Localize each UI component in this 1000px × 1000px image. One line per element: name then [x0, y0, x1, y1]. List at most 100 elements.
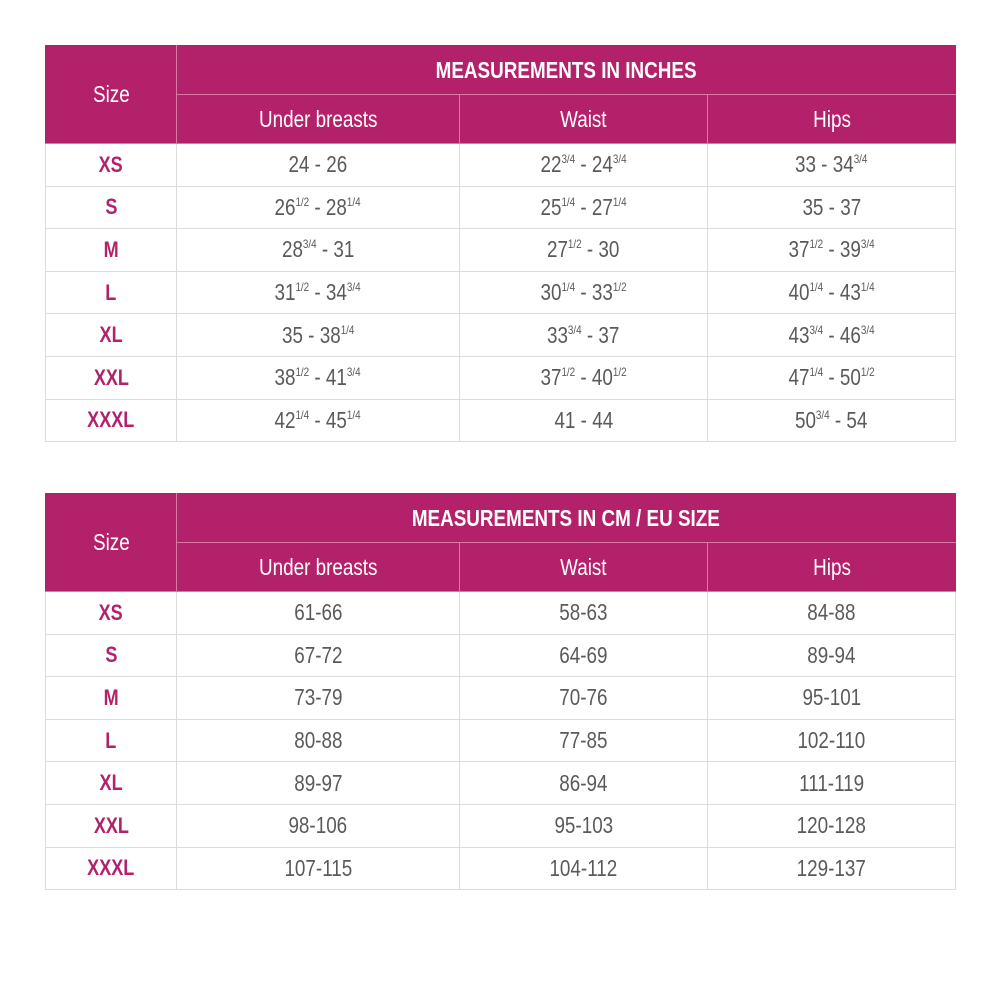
- range-separator: -: [309, 406, 327, 433]
- measurement-range: 104-112: [549, 854, 618, 881]
- measurement-range: 111-119: [798, 769, 865, 796]
- measurement-cell: 24 - 26: [176, 143, 460, 187]
- whole-number: 50: [795, 406, 817, 433]
- fraction: 1/4: [809, 365, 824, 380]
- whole-number: 38: [274, 364, 296, 391]
- fraction: 3/4: [816, 407, 830, 422]
- measurement-range: 35 - 37: [802, 194, 861, 221]
- whole-number: 33: [547, 321, 569, 348]
- fraction: 1/2: [561, 365, 576, 380]
- measurement-range: 95-101: [802, 684, 861, 711]
- fraction: 1/4: [561, 194, 576, 209]
- measurement-range: 73-79: [293, 684, 343, 711]
- measurement-range: 84-88: [807, 599, 856, 626]
- fraction: 3/4: [568, 322, 582, 337]
- measurement-range: 61-66: [293, 599, 343, 626]
- measurement-cell: 311/2 - 343/4: [176, 270, 460, 315]
- fraction: 1/4: [347, 194, 362, 209]
- size-label: S: [45, 185, 177, 230]
- measurement-range: 503/4 - 54: [795, 407, 867, 434]
- measurement-range: 371/2 - 401/2: [540, 364, 626, 391]
- measurement-cell: 471/4 - 501/2: [706, 355, 957, 400]
- column-header-waist: Waist: [459, 94, 708, 144]
- fraction: 1/2: [295, 280, 310, 295]
- whole-number: 28: [326, 193, 348, 220]
- size-text: M: [103, 684, 119, 710]
- measurement-range: 95-103: [554, 812, 613, 839]
- whole-number: 34: [326, 279, 348, 306]
- fraction: 3/4: [302, 237, 317, 252]
- fraction: 3/4: [347, 280, 362, 295]
- whole-number: 46: [839, 321, 861, 348]
- cm-size-table: Size MEASUREMENTS IN CM / EU SIZE Under …: [45, 493, 957, 891]
- whole-number: 22: [540, 151, 562, 178]
- table-row: M 73-79 70-76 95-101: [45, 676, 957, 720]
- table-row: XXXL 107-115 104-112 129-137: [45, 846, 957, 891]
- whole-number: 43: [788, 321, 810, 348]
- size-label: S: [45, 633, 177, 678]
- measurement-cell: 102-110: [706, 718, 957, 763]
- measurement-range: 33 - 343/4: [795, 151, 867, 178]
- measurement-range: 67-72: [293, 641, 343, 668]
- range-separator: -: [823, 364, 840, 391]
- measurement-cell: 64-69: [459, 633, 708, 678]
- whole-number: 26: [274, 193, 296, 220]
- whole-number: 37: [839, 193, 861, 220]
- measurement-cell: 381/2 - 413/4: [176, 355, 460, 400]
- measurement-cell: 70-76: [459, 676, 708, 720]
- size-text: XS: [98, 151, 124, 177]
- whole-number: 24: [288, 151, 310, 178]
- table-row: XXXL 421/4 - 451/4 41 - 44 503/4 - 54: [45, 398, 957, 443]
- measurement-cell: 86-94: [459, 761, 708, 805]
- column-header-under-breasts: Under breasts: [176, 94, 460, 144]
- table-row: XXL 381/2 - 413/4 371/2 - 401/2 471/4 - 501…: [45, 355, 957, 400]
- measurement-cell: 129-137: [706, 846, 957, 891]
- measurement-cell: 95-103: [459, 803, 708, 848]
- whole-number: 45: [326, 406, 348, 433]
- measurement-range: 301/4 - 331/2: [540, 279, 626, 306]
- whole-number: 33: [591, 279, 613, 306]
- size-label: XL: [45, 313, 177, 357]
- measurement-range: 64-69: [559, 641, 608, 668]
- whole-number: 50: [839, 364, 861, 391]
- measurement-range: 24 - 26: [289, 151, 348, 178]
- measurement-range: 35 - 381/4: [282, 322, 354, 349]
- size-text: XXXL: [87, 407, 135, 433]
- measurement-range: 261/2 - 281/4: [275, 194, 361, 221]
- whole-number: 30: [598, 236, 620, 263]
- fraction: 3/4: [561, 152, 576, 167]
- size-text: L: [105, 279, 117, 305]
- whole-number: 27: [547, 236, 569, 263]
- fraction: 1/2: [295, 194, 310, 209]
- measurement-cell: 84-88: [706, 591, 957, 635]
- whole-number: 26: [326, 151, 348, 178]
- whole-number: 40: [788, 279, 810, 306]
- measurement-range: 120-128: [796, 812, 867, 839]
- measurement-cell: 73-79: [176, 676, 460, 720]
- measurement-cell: 271/2 - 30: [459, 228, 708, 272]
- measurement-range: 333/4 - 37: [547, 322, 619, 349]
- measurement-range: 271/2 - 30: [547, 236, 619, 263]
- size-label: M: [45, 676, 177, 720]
- table-row: XS 61-66 58-63 84-88: [45, 591, 957, 635]
- measurement-range: 371/2 - 393/4: [788, 236, 874, 263]
- fraction: 1/4: [347, 407, 362, 422]
- size-header: Size: [45, 493, 177, 592]
- size-label: XS: [45, 143, 177, 187]
- size-header: Size: [45, 45, 177, 144]
- measurement-cell: 223/4 - 243/4: [459, 143, 708, 187]
- measurement-cell: 77-85: [459, 718, 708, 763]
- range-separator: -: [575, 193, 592, 220]
- measurement-cell: 283/4 - 31: [176, 228, 460, 272]
- range-separator: -: [575, 151, 592, 178]
- measurement-cell: 58-63: [459, 591, 708, 635]
- whole-number: 27: [591, 193, 613, 220]
- fraction: 3/4: [612, 152, 627, 167]
- whole-number: 33: [795, 151, 817, 178]
- fraction: 1/4: [809, 280, 824, 295]
- column-header-hips: Hips: [706, 542, 957, 592]
- whole-number: 30: [540, 279, 562, 306]
- measurement-range: 311/2 - 343/4: [275, 279, 361, 306]
- range-separator: -: [816, 151, 834, 178]
- whole-number: 31: [333, 236, 355, 263]
